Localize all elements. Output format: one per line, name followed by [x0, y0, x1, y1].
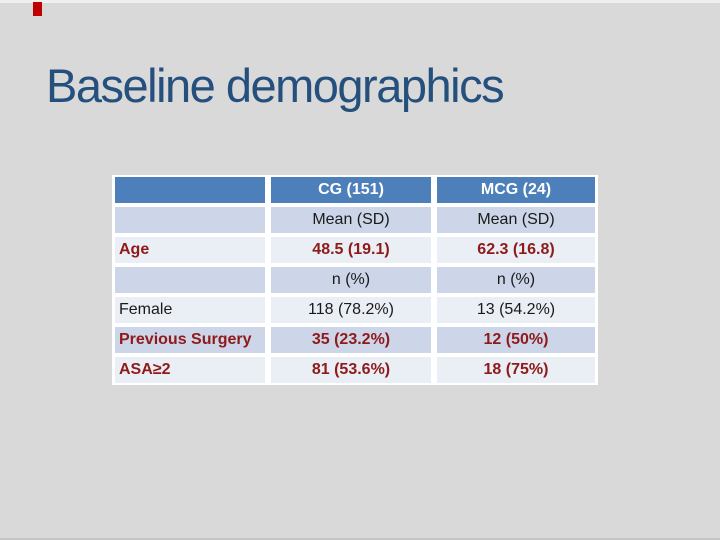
- table-row-age: Age 48.5 (19.1) 62.3 (16.8): [112, 235, 598, 265]
- bottom-edge-line: [0, 538, 720, 540]
- cell-mcg-value: 62.3 (16.8): [434, 235, 598, 265]
- cell-label: [112, 205, 268, 235]
- cell-mcg-value: n (%): [434, 265, 598, 295]
- cell-cg-value: n (%): [268, 265, 434, 295]
- cell-cg-value: 81 (53.6%): [268, 355, 434, 385]
- cell-label: Age: [112, 235, 268, 265]
- cell-mcg-value: 13 (54.2%): [434, 295, 598, 325]
- cell-label: ASA≥2: [112, 355, 268, 385]
- cell-label: Female: [112, 295, 268, 325]
- cell-cg-value: Mean (SD): [268, 205, 434, 235]
- cell-mcg-value: 18 (75%): [434, 355, 598, 385]
- table-header-row: CG (151) MCG (24): [112, 175, 598, 205]
- header-cell-cg: CG (151): [268, 175, 434, 205]
- slide-title: Baseline demographics: [46, 59, 505, 112]
- cell-label: [112, 265, 268, 295]
- table-row-asa: ASA≥2 81 (53.6%) 18 (75%): [112, 355, 598, 385]
- table-row-female: Female 118 (78.2%) 13 (54.2%): [112, 295, 598, 325]
- header-cell-mcg: MCG (24): [434, 175, 598, 205]
- table-row-mean-sd: Mean (SD) Mean (SD): [112, 205, 598, 235]
- demographics-table: CG (151) MCG (24) Mean (SD) Mean (SD) Ag…: [112, 175, 598, 385]
- cell-mcg-value: 12 (50%): [434, 325, 598, 355]
- cell-cg-value: 118 (78.2%): [268, 295, 434, 325]
- red-accent-mark: [33, 2, 42, 16]
- table-row-previous-surgery: Previous Surgery 35 (23.2%) 12 (50%): [112, 325, 598, 355]
- top-edge-strip: [0, 0, 720, 3]
- cell-mcg-value: Mean (SD): [434, 205, 598, 235]
- header-cell-empty: [112, 175, 268, 205]
- table-row-n-pct: n (%) n (%): [112, 265, 598, 295]
- cell-cg-value: 48.5 (19.1): [268, 235, 434, 265]
- cell-cg-value: 35 (23.2%): [268, 325, 434, 355]
- cell-label: Previous Surgery: [112, 325, 268, 355]
